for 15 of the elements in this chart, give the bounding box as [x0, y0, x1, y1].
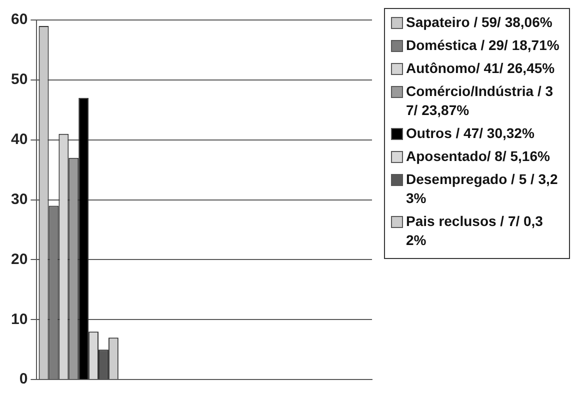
legend-label: Desempregado / 5 / 3,23% — [406, 170, 559, 208]
y-tick-label: 10 — [10, 310, 28, 328]
legend-label: Comércio/Indústria / 37/ 23,87% — [406, 82, 554, 120]
y-tick-label: 0 — [19, 370, 28, 388]
legend-label: Aposentado/ 8/ 5,16% — [406, 147, 550, 166]
y-tick-label: 30 — [10, 190, 28, 208]
legend-label: Doméstica / 29/ 18,71% — [406, 36, 560, 55]
legend-label: Sapateiro / 59/ 38,06% — [406, 13, 552, 32]
legend-label: Pais reclusos / 7/ 0,32% — [406, 212, 544, 250]
legend-label: Autônomo/ 41/ 26,45% — [406, 59, 555, 78]
y-tick-label: 40 — [10, 131, 28, 148]
legend-label: Outros / 47/ 30,32% — [406, 124, 534, 143]
y-tick-label: 20 — [10, 250, 28, 268]
y-tick-label: 60 — [10, 11, 28, 28]
y-tick-label: 50 — [10, 71, 28, 88]
